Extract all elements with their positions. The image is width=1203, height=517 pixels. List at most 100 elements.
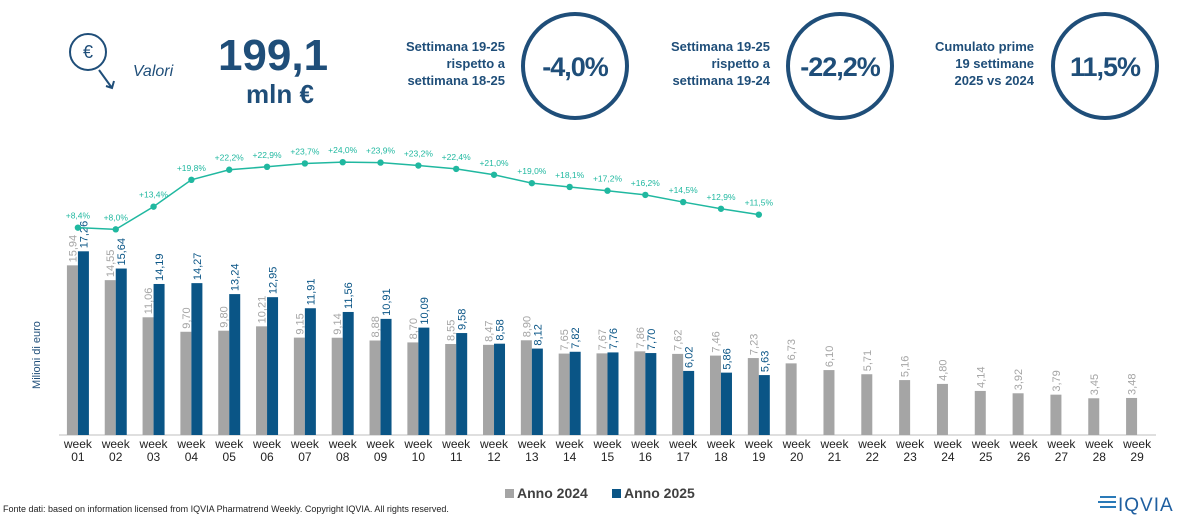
legend-label: Anno 2025 (624, 485, 695, 501)
bar (342, 311, 354, 435)
bar (1012, 393, 1024, 435)
data-label: 9,58 (457, 309, 469, 330)
data-label: 14,27 (192, 253, 204, 281)
data-label: 10,09 (419, 297, 431, 325)
legend-label: Anno 2024 (517, 485, 588, 501)
kpi-text: settimana 18-25 (407, 73, 505, 88)
data-label: 12,95 (268, 267, 280, 295)
bar (747, 358, 759, 435)
bar (77, 251, 89, 435)
data-label: 7,76 (608, 328, 620, 349)
x-tick-label: week 19 (744, 437, 773, 464)
bar (823, 370, 835, 435)
bar (191, 283, 203, 435)
data-label: 3,48 (1127, 374, 1139, 395)
bar (634, 351, 646, 435)
data-label: 7,46 (710, 331, 722, 352)
data-label: 8,70 (408, 318, 420, 339)
bar (899, 380, 911, 435)
legend-swatch (505, 489, 514, 498)
bar (1126, 397, 1138, 435)
kpi-text: Settimana 19-25 (671, 39, 770, 54)
bar (256, 326, 268, 435)
data-label: 9,14 (332, 313, 344, 334)
data-label: +22,2% (215, 153, 245, 163)
bar (267, 297, 279, 435)
line-point (301, 160, 309, 167)
bar (569, 351, 581, 435)
data-label: +22,9% (253, 150, 283, 160)
data-label: 7,67 (597, 329, 609, 350)
data-label: +14,5% (669, 185, 699, 195)
data-label: 9,80 (219, 306, 231, 327)
bar (758, 375, 770, 435)
data-label: 15,94 (67, 235, 79, 263)
kpi-circle (1051, 12, 1159, 120)
data-label: 7,82 (570, 327, 582, 348)
data-label: +12,9% (706, 192, 736, 202)
kpi-text: rispetto a (446, 56, 505, 71)
footer: Fonte dati: based on information license… (3, 504, 449, 514)
total-unit: mln € (246, 79, 314, 109)
x-tick-label: week 25 (971, 437, 1000, 464)
line-point (150, 203, 157, 210)
data-label: 14,55 (105, 250, 117, 278)
data-label: 8,47 (484, 320, 496, 341)
logo-stripes (1098, 496, 1116, 508)
x-tick-label: week 26 (1009, 437, 1038, 464)
data-label: 3,92 (1013, 369, 1025, 390)
bar (293, 337, 305, 435)
x-tick-label: week 03 (139, 437, 168, 464)
x-tick-label: week 08 (328, 437, 357, 464)
x-tick-label: week 16 (631, 437, 660, 464)
line-point (528, 179, 536, 187)
bar (483, 344, 495, 435)
x-tick-label: week 24 (933, 437, 962, 464)
data-label: 6,73 (786, 339, 798, 360)
x-tick-label: week 10 (404, 437, 433, 464)
kpi-text: Cumulato prime (935, 39, 1034, 54)
bar (607, 352, 619, 435)
data-label: 8,55 (446, 320, 458, 341)
data-label: +18,1% (555, 170, 585, 180)
data-label: +19,0% (517, 166, 547, 176)
bar (1088, 398, 1100, 435)
line-point (377, 159, 384, 166)
bar (974, 390, 986, 435)
kpi-text: 2025 vs 2024 (954, 73, 1034, 88)
bar (861, 374, 873, 435)
line-point (226, 166, 233, 173)
data-label: 9,70 (181, 307, 193, 328)
data-label: 6,02 (684, 347, 696, 368)
data-label: 8,88 (370, 316, 382, 337)
line-point (604, 187, 611, 194)
x-tick-label: week 17 (669, 437, 698, 464)
line-point (490, 171, 498, 178)
data-label: +16,2% (631, 178, 661, 188)
bar (66, 265, 78, 435)
x-tick-label: week 22 (858, 437, 887, 464)
bar (596, 353, 608, 435)
line-point (566, 183, 573, 191)
bar (645, 353, 657, 435)
x-tick-label: week 09 (366, 437, 395, 464)
euro-symbol: € (83, 42, 93, 62)
bar (153, 283, 165, 435)
data-label: +23,9% (366, 146, 396, 156)
data-label: 6,10 (824, 346, 836, 367)
bar (683, 370, 695, 435)
logo: IQVIA (1118, 495, 1174, 516)
bar (785, 363, 797, 435)
bar (531, 348, 543, 435)
bar (709, 355, 721, 435)
data-label: 8,12 (532, 324, 544, 345)
line-point (755, 211, 763, 218)
bar (720, 372, 732, 435)
data-label: 8,90 (521, 316, 533, 337)
data-label: 8,58 (495, 319, 507, 340)
data-label: +19,8% (177, 163, 207, 173)
data-label: 5,86 (721, 348, 733, 369)
kpi-text: settimana 19-24 (672, 73, 770, 88)
x-tick-label: week 12 (480, 437, 509, 464)
